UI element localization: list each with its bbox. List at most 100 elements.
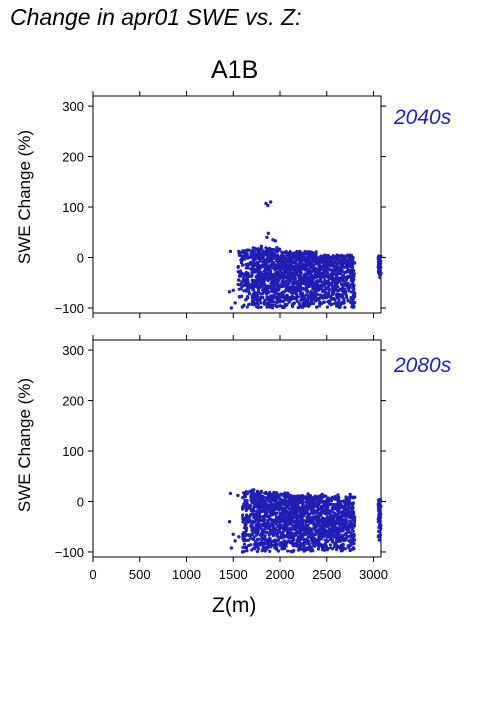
x-tick-label: 1500: [219, 567, 248, 582]
panel-label-2080s: 2080s: [394, 354, 452, 377]
data-point: [327, 287, 331, 292]
data-point: [261, 530, 266, 534]
data-point: [244, 278, 249, 282]
scenario-label: A1B: [211, 56, 259, 84]
data-point: [350, 305, 354, 309]
data-point: [292, 291, 296, 295]
data-point: [305, 501, 309, 505]
data-point: [353, 300, 357, 305]
data-point: [311, 264, 315, 268]
data-point: [327, 261, 332, 266]
data-point: [270, 276, 274, 280]
data-point: [265, 546, 269, 550]
data-point: [267, 258, 272, 262]
data-point: [278, 267, 283, 271]
data-point: [329, 255, 333, 259]
data-point: [283, 518, 287, 523]
data-point: [285, 510, 290, 514]
data-point: [288, 498, 293, 502]
data-point: [279, 519, 284, 524]
data-point: [311, 541, 315, 546]
data-point: [351, 501, 355, 505]
data-point: [271, 533, 275, 537]
data-point: [330, 538, 334, 542]
data-point: [241, 513, 245, 517]
data-point: [262, 263, 267, 267]
data-point: [322, 300, 327, 304]
data-point: [340, 538, 344, 542]
x-tick-label: 1000: [172, 567, 201, 582]
data-point: [303, 529, 308, 533]
data-point: [320, 296, 325, 300]
data-point: [261, 494, 265, 499]
data-point: [314, 256, 318, 261]
data-point: [255, 285, 259, 289]
data-point: [279, 274, 283, 278]
data-point: [300, 263, 304, 268]
data-point: [249, 260, 253, 264]
data-point: [310, 270, 314, 274]
data-point: [277, 501, 282, 505]
data-point: [311, 258, 315, 262]
data-point: [247, 292, 252, 296]
data-point: [273, 505, 278, 509]
data-point: [319, 254, 323, 258]
data-point: [257, 275, 262, 279]
data-point: [274, 522, 278, 526]
data-point: [289, 515, 293, 519]
data-point: [326, 285, 330, 289]
data-point: [252, 278, 256, 283]
data-point: [295, 250, 299, 255]
data-point: [293, 497, 297, 501]
data-point: [352, 538, 357, 542]
data-point: [335, 544, 339, 548]
data-point: [276, 542, 280, 546]
data-point: [269, 286, 273, 290]
data-point: [263, 518, 267, 522]
data-point: [255, 501, 259, 505]
data-point: [352, 287, 356, 291]
data-point: [279, 531, 284, 535]
data-point: [303, 279, 307, 283]
data-point: [326, 547, 330, 551]
data-point: [315, 496, 319, 500]
data-point: [253, 302, 257, 306]
data-point: [233, 301, 237, 305]
data-point: [268, 305, 272, 309]
data-point: [327, 273, 331, 277]
data-point: [270, 248, 274, 253]
data-point: [332, 516, 336, 521]
data-point: [316, 528, 320, 532]
data-point: [318, 494, 322, 498]
data-point: [288, 297, 292, 301]
data-point: [308, 517, 312, 521]
data-point: [265, 295, 269, 299]
data-point: [240, 271, 244, 275]
data-point: [279, 254, 284, 258]
data-point: [334, 288, 338, 292]
data-point: [288, 526, 292, 530]
data-point: [270, 306, 275, 310]
data-point: [290, 255, 295, 260]
data-point: [287, 501, 292, 505]
data-point: [299, 290, 303, 294]
data-point: [330, 293, 335, 297]
data-point: [244, 508, 248, 513]
data-point: [336, 505, 341, 509]
data-point: [306, 535, 310, 540]
data-point: [330, 286, 334, 291]
data-point: [277, 515, 282, 519]
data-point: [243, 522, 247, 526]
data-point: [241, 505, 245, 509]
data-point: [287, 271, 291, 275]
data-point: [341, 548, 345, 552]
data-point: [286, 257, 290, 261]
data-point: [337, 526, 341, 530]
data-point: [308, 256, 312, 260]
data-point: [255, 295, 259, 299]
data-point: [280, 512, 284, 516]
data-point: [341, 529, 345, 533]
data-point: [267, 525, 272, 529]
data-point: [283, 298, 287, 302]
data-point: [326, 291, 330, 295]
